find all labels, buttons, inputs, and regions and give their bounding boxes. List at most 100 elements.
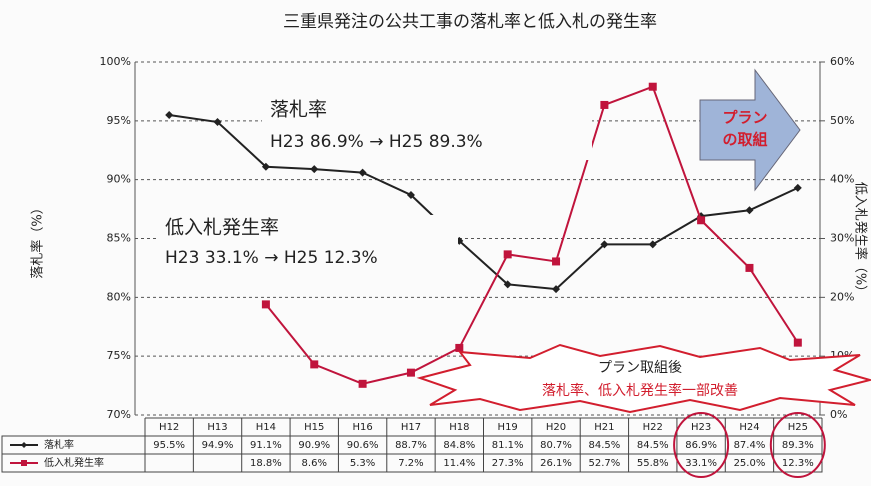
marker (552, 285, 561, 294)
marker (358, 379, 367, 388)
marker (648, 240, 657, 249)
data-label: 90.6% (347, 440, 379, 451)
x-tick-label: H15 (304, 422, 324, 433)
marker (406, 190, 415, 199)
data-table: H12 H13 H14 H15 H16 H17 H18 H19 H20 H21 H22 H23 H24 H… (1, 412, 826, 478)
data-label: 89.3% (782, 440, 814, 451)
data-label: 25.0% (734, 458, 766, 469)
burst (416, 343, 871, 414)
marker (552, 257, 561, 266)
annotation-bg (262, 95, 592, 160)
data-label: 5.3% (350, 458, 375, 469)
marker (165, 110, 174, 119)
y-tick-label: 95% (107, 114, 131, 127)
chart-title: 三重県発注の公共工事の落札率と低入札の発生率 (283, 12, 657, 32)
x-tick-label: H22 (643, 422, 663, 433)
marker (503, 250, 512, 259)
annotation-title: 落札率 (270, 99, 327, 121)
marker (600, 100, 609, 109)
burst-title: プラン取組後 (598, 360, 682, 376)
data-label: 81.1% (492, 440, 524, 451)
marker (406, 368, 415, 377)
x-tick-label: H16 (352, 422, 372, 433)
data-label: 87.4% (734, 440, 766, 451)
data-label: 90.9% (298, 440, 330, 451)
data-label: 91.1% (250, 440, 282, 451)
data-label: 84.5% (637, 440, 669, 451)
arrow-text: の取組 (722, 131, 767, 149)
marker (358, 168, 367, 177)
annotations: 落札率 H23 86.9% → H25 89.3% 低入札発生率 H23 33.… (158, 95, 592, 275)
x-tick-label: H14 (256, 422, 276, 433)
data-label: 84.5% (589, 440, 621, 451)
y-tick-label: 90% (107, 173, 131, 186)
annotation-text: H23 33.1% → H25 12.3% (165, 248, 378, 268)
y2-tick-label: 20% (830, 290, 854, 303)
legend-marker (21, 442, 27, 448)
legend-marker (21, 460, 27, 466)
series-line (169, 113, 799, 291)
y2-tick-label: 60% (830, 55, 854, 68)
marker (745, 206, 754, 215)
data-label: 7.2% (398, 458, 423, 469)
marker (261, 162, 270, 171)
marker (600, 240, 609, 249)
data-label: 86.9% (685, 440, 717, 451)
highlight-circle (673, 412, 730, 478)
data-label: 12.3% (782, 458, 814, 469)
data-label: 55.8% (637, 458, 669, 469)
marker (213, 118, 222, 127)
data-label: 80.7% (540, 440, 572, 451)
annotation-text: H23 86.9% → H25 89.3% (270, 132, 483, 152)
x-tick-label: H21 (594, 422, 614, 433)
data-label: 52.7% (589, 458, 621, 469)
marker (261, 300, 270, 309)
legend-label: 落札率 (44, 438, 74, 451)
marker (648, 82, 657, 91)
data-label: 27.3% (492, 458, 524, 469)
x-tick-label: H20 (546, 422, 566, 433)
data-label: 33.1% (685, 458, 717, 469)
plot-area: 70%75%80%85%90%95%100%0%10%20%30%40%50%6… (100, 55, 855, 421)
y2-tick-label: 50% (830, 114, 854, 127)
x-tick-label: H13 (207, 422, 227, 433)
marker (697, 216, 706, 225)
x-tick-label: H24 (739, 422, 759, 433)
data-label: 95.5% (153, 440, 185, 451)
data-label: 84.8% (443, 440, 475, 451)
y2-tick-label: 0% (830, 408, 847, 421)
x-tick-label: H17 (401, 422, 421, 433)
x-tick-label: H23 (691, 422, 711, 433)
burst-text: 落札率、低入札発生率一部改善 (542, 382, 738, 399)
marker (793, 338, 802, 347)
marker (455, 343, 464, 352)
x-tick-label: H19 (498, 422, 518, 433)
highlight-circle (769, 412, 826, 478)
marker (503, 280, 512, 289)
marker (745, 263, 754, 272)
x-tick-label: H18 (449, 422, 469, 433)
marker (793, 183, 802, 192)
series-line (265, 85, 799, 385)
data-label: 88.7% (395, 440, 427, 451)
y-tick-label: 80% (107, 290, 131, 303)
annotation-bg (158, 215, 458, 275)
y-tick-label: 85% (107, 232, 131, 245)
y2-tick-label: 30% (830, 232, 854, 245)
y-tick-label: 70% (107, 408, 131, 421)
data-label: 11.4% (443, 458, 475, 469)
data-label: 94.9% (202, 440, 234, 451)
arrow-text: プラン (722, 109, 767, 127)
data-label: 18.8% (250, 458, 282, 469)
marker (310, 360, 319, 369)
y2-axis-label: 低入札発生率（%） (853, 182, 869, 298)
x-tick-label: H12 (159, 422, 179, 433)
data-label: 26.1% (540, 458, 572, 469)
y2-tick-label: 40% (830, 173, 854, 186)
marker (310, 165, 319, 174)
y-tick-label: 75% (107, 349, 131, 362)
y-tick-label: 100% (100, 55, 131, 68)
legend-label: 低入札発生率 (44, 456, 104, 469)
data-label: 8.6% (302, 458, 327, 469)
